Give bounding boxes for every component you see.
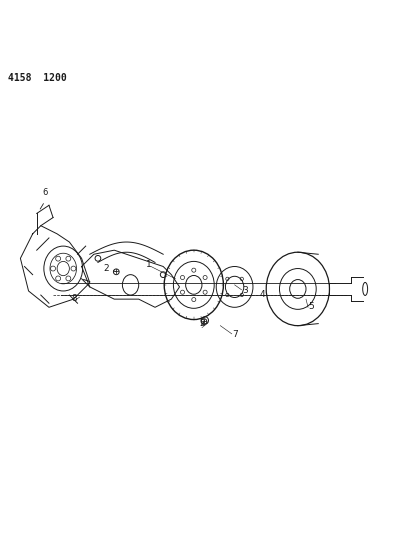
Text: 4: 4	[259, 290, 265, 298]
Text: 8: 8	[71, 294, 77, 303]
Text: 5: 5	[308, 302, 314, 311]
Text: 4158  1200: 4158 1200	[8, 72, 67, 83]
Text: 1: 1	[146, 260, 152, 269]
Text: 6: 6	[42, 188, 48, 197]
Text: 2: 2	[104, 264, 109, 272]
Text: 7: 7	[233, 330, 238, 338]
Text: 3: 3	[243, 286, 248, 295]
Text: 2: 2	[199, 319, 205, 328]
